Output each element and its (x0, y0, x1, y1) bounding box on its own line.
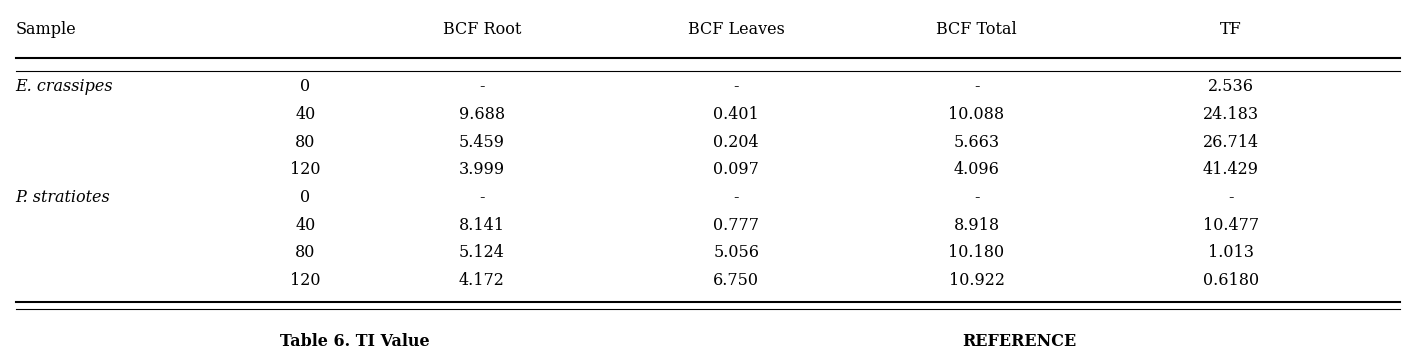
Text: -: - (974, 78, 980, 95)
Text: 120: 120 (290, 272, 320, 289)
Text: 8.141: 8.141 (459, 217, 506, 234)
Text: 10.477: 10.477 (1202, 217, 1259, 234)
Text: 40: 40 (295, 217, 316, 234)
Text: BCF Total: BCF Total (936, 21, 1017, 38)
Text: 3.999: 3.999 (459, 161, 506, 178)
Text: 4.172: 4.172 (459, 272, 506, 289)
Text: 10.088: 10.088 (949, 106, 1004, 123)
Text: 80: 80 (295, 134, 316, 150)
Text: 120: 120 (290, 161, 320, 178)
Text: 0: 0 (300, 78, 310, 95)
Text: 2.536: 2.536 (1208, 78, 1255, 95)
Text: -: - (479, 78, 484, 95)
Text: -: - (479, 189, 484, 206)
Text: Sample: Sample (16, 21, 76, 38)
Text: 5.663: 5.663 (953, 134, 1000, 150)
Text: 0: 0 (300, 189, 310, 206)
Text: 24.183: 24.183 (1202, 106, 1259, 123)
Text: 5.459: 5.459 (459, 134, 506, 150)
Text: 0.6180: 0.6180 (1202, 272, 1259, 289)
Text: E. crassipes: E. crassipes (16, 78, 113, 95)
Text: 6.750: 6.750 (714, 272, 759, 289)
Text: 8.918: 8.918 (953, 217, 1000, 234)
Text: -: - (1228, 189, 1233, 206)
Text: 5.056: 5.056 (714, 245, 759, 261)
Text: 80: 80 (295, 245, 316, 261)
Text: 0.204: 0.204 (714, 134, 759, 150)
Text: -: - (733, 189, 739, 206)
Text: TF: TF (1221, 21, 1242, 38)
Text: 5.124: 5.124 (459, 245, 506, 261)
Text: 1.013: 1.013 (1208, 245, 1255, 261)
Text: BCF Root: BCF Root (443, 21, 521, 38)
Text: 26.714: 26.714 (1202, 134, 1259, 150)
Text: Table 6. TI Value: Table 6. TI Value (280, 333, 429, 348)
Text: 10.922: 10.922 (949, 272, 1004, 289)
Text: 41.429: 41.429 (1204, 161, 1259, 178)
Text: P. stratiotes: P. stratiotes (16, 189, 110, 206)
Text: 0.401: 0.401 (714, 106, 759, 123)
Text: 4.096: 4.096 (953, 161, 1000, 178)
Text: 40: 40 (295, 106, 316, 123)
Text: REFERENCE: REFERENCE (961, 333, 1076, 348)
Text: 0.097: 0.097 (714, 161, 759, 178)
Text: -: - (733, 78, 739, 95)
Text: 0.777: 0.777 (714, 217, 759, 234)
Text: BCF Leaves: BCF Leaves (688, 21, 784, 38)
Text: 9.688: 9.688 (459, 106, 506, 123)
Text: 10.180: 10.180 (949, 245, 1004, 261)
Text: -: - (974, 189, 980, 206)
